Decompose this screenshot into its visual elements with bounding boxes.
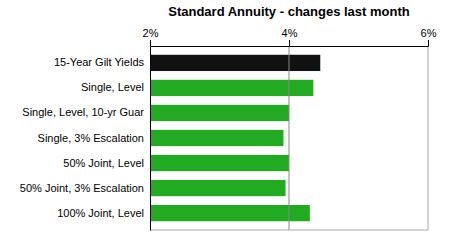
x-tick: 6% bbox=[421, 27, 437, 46]
x-axis-line bbox=[151, 40, 429, 47]
title: Standard Annuity - changes last month bbox=[168, 4, 410, 19]
frame-bottom bbox=[150, 230, 428, 231]
y-tick: Single, Level, 10-yr Guar bbox=[22, 106, 150, 118]
plot: 2% 4% 6% 100% Joint, Level 50% Joint, 3% Esc… bbox=[20, 27, 437, 231]
x-tick-mark bbox=[289, 40, 290, 46]
y-axis-line bbox=[150, 47, 151, 231]
x-tick: 2% bbox=[143, 27, 159, 46]
x-tick-mark bbox=[428, 40, 429, 46]
chart: Standard Annuity - changes last month 2% 4… bbox=[0, 0, 450, 240]
y-tick-label: Single, Level bbox=[81, 81, 144, 93]
y-tick-label: Single, Level, 10-yr Guar bbox=[22, 106, 144, 118]
bar bbox=[150, 180, 286, 196]
bar bbox=[150, 130, 283, 146]
y-tick-label: 100% Joint, Level bbox=[57, 207, 144, 219]
bars bbox=[150, 46, 320, 230]
bar bbox=[150, 155, 289, 171]
y-tick: 50% Joint, Level bbox=[63, 157, 150, 169]
bar bbox=[150, 55, 320, 71]
x-tick-mark bbox=[150, 40, 151, 46]
y-tick-label: 50% Joint, Level bbox=[63, 157, 144, 169]
frame-right bbox=[428, 46, 429, 230]
x-tick: 4% bbox=[282, 27, 298, 46]
y-tick-label: 15-Year Gilt Yields bbox=[54, 56, 145, 68]
y-axis: 100% Joint, Level 50% Joint, 3% Escalatio… bbox=[20, 47, 151, 231]
reference-line bbox=[289, 46, 290, 230]
y-tick-label: 50% Joint, 3% Escalation bbox=[20, 182, 144, 194]
y-tick: 100% Joint, Level bbox=[57, 207, 150, 219]
x-tick-label: 6% bbox=[421, 27, 437, 39]
y-tick: Single, Level bbox=[81, 81, 150, 93]
bar bbox=[150, 205, 310, 221]
y-tick: 15-Year Gilt Yields bbox=[54, 56, 150, 68]
y-tick: Single, 3% Escalation bbox=[38, 132, 150, 144]
x-axis: 2% 4% 6% bbox=[143, 27, 437, 47]
x-tick-label: 4% bbox=[282, 27, 298, 39]
y-tick-label: Single, 3% Escalation bbox=[38, 132, 144, 144]
y-tick: 50% Joint, 3% Escalation bbox=[20, 182, 150, 194]
bar bbox=[150, 105, 289, 121]
x-tick-label: 2% bbox=[143, 27, 159, 39]
